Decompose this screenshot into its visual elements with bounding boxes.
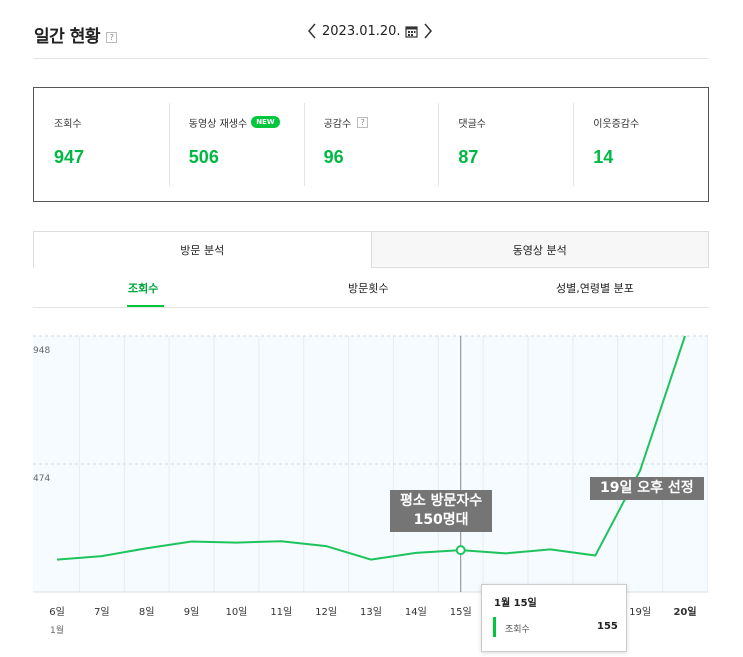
- x-tick-label: 15일: [450, 606, 472, 618]
- stat-value: 947: [54, 147, 85, 167]
- stat-value: 14: [593, 147, 614, 167]
- tab-visit-analysis[interactable]: 방문 분석: [33, 231, 372, 268]
- x-tick-label: 14일: [405, 606, 427, 618]
- x-tick-label: 7일: [94, 606, 110, 618]
- calendar-icon[interactable]: [404, 25, 418, 38]
- page-title: 일간 현황?: [34, 22, 117, 47]
- x-tick-label: 11일: [270, 606, 292, 618]
- chevron-left-icon[interactable]: [306, 22, 318, 40]
- x-tick-label: 19일: [629, 606, 651, 618]
- y-axis-labels: 948 474: [33, 346, 50, 484]
- help-icon[interactable]: ?: [357, 116, 369, 128]
- subtab-demographics[interactable]: 성별,연령별 분포: [556, 282, 634, 295]
- stat-label: 댓글수: [458, 118, 486, 130]
- y-tick-label: 948: [33, 346, 50, 356]
- spike-callout: 19일 오후 선정: [590, 477, 704, 500]
- x-tick-label: 9일: [184, 606, 200, 618]
- tooltip-value: 155: [597, 621, 618, 632]
- stat-value: 87: [458, 147, 479, 167]
- stat-value: 506: [188, 147, 219, 167]
- chart-grid: [33, 335, 708, 593]
- x-tick-label: 10일: [225, 606, 247, 618]
- y-tick-label: 474: [33, 474, 50, 484]
- stat-video-plays: 동영상 재생수 NEW 506: [168, 88, 304, 201]
- stat-value: 96: [323, 147, 344, 167]
- divider: [34, 58, 708, 59]
- subtab-visit-count[interactable]: 방문횟수: [348, 282, 389, 295]
- stat-label-row: 동영상 재생수 NEW: [188, 115, 304, 130]
- analysis-tabs: 방문 분석 동영상 분석: [33, 231, 709, 268]
- stat-neighbor-change: 이웃증감수 14: [573, 88, 708, 201]
- highlight-point: [455, 545, 466, 556]
- new-badge: NEW: [251, 116, 280, 128]
- tooltip-label: 조회수: [505, 625, 530, 635]
- tooltip-series-swatch: [493, 617, 496, 637]
- chevron-right-icon[interactable]: [422, 22, 434, 40]
- stat-label-row: 공감수?: [323, 115, 439, 130]
- x-tick-label: 12일: [315, 606, 337, 618]
- tooltip-title: 1월 15일: [494, 598, 537, 609]
- date-navigator: 2023.01.20.: [306, 22, 434, 40]
- series-line: [56, 335, 686, 561]
- normal-visitors-callout: 평소 방문자수 150명대: [390, 490, 493, 532]
- stat-comments: 댓글수 87: [438, 88, 573, 201]
- current-date: 2023.01.20.: [322, 23, 401, 39]
- tab-video-analysis[interactable]: 동영상 분석: [371, 231, 709, 268]
- x-tick-label: 20일: [673, 605, 696, 618]
- x-tick-label: 8일: [139, 606, 155, 618]
- subtab-views[interactable]: 조회수: [128, 282, 159, 295]
- stat-label: 공감수: [323, 118, 352, 130]
- active-tab-indicator: [127, 305, 164, 307]
- x-tick-label: 6일: [49, 606, 65, 618]
- x-tick-label: 13일: [360, 606, 382, 618]
- stats-summary: 조회수 947 동영상 재생수 NEW 506 공감수? 96 댓글수 87 이웃…: [33, 87, 709, 202]
- stat-likes: 공감수? 96: [303, 88, 439, 201]
- help-icon[interactable]: ?: [105, 31, 117, 43]
- stat-label: 이웃증감수: [593, 118, 640, 130]
- chart-tooltip: 1월 15일 조회수 155: [481, 584, 627, 652]
- sub-tabs: 조회수 방문횟수 성별,연령별 분포: [33, 268, 709, 308]
- x-month-label: 1월: [50, 624, 64, 636]
- stat-label: 동영상 재생수: [188, 118, 248, 130]
- stat-label: 조회수: [54, 118, 82, 130]
- stat-views: 조회수 947: [34, 88, 169, 201]
